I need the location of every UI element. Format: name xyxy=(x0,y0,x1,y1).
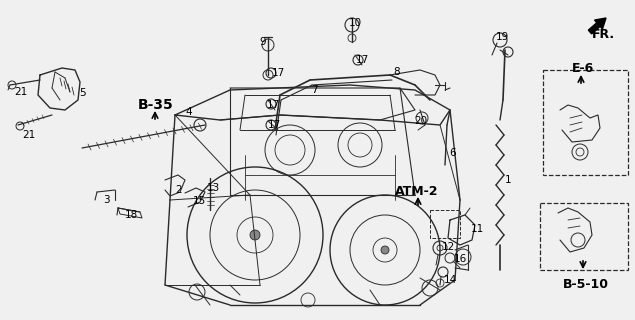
Text: ATM-2: ATM-2 xyxy=(395,185,439,198)
Text: 17: 17 xyxy=(268,120,281,130)
Circle shape xyxy=(381,246,389,254)
Text: 7: 7 xyxy=(311,85,318,95)
Text: 15: 15 xyxy=(193,196,206,206)
Text: 8: 8 xyxy=(393,67,399,77)
Text: B-35: B-35 xyxy=(138,98,174,112)
Text: 2: 2 xyxy=(175,185,182,195)
Text: 5: 5 xyxy=(79,88,86,98)
Text: 17: 17 xyxy=(272,68,285,78)
Text: 12: 12 xyxy=(442,242,455,252)
Text: 14: 14 xyxy=(444,275,457,285)
Text: 21: 21 xyxy=(14,87,27,97)
Text: 16: 16 xyxy=(454,254,467,264)
Text: 21: 21 xyxy=(22,130,36,140)
Text: 17: 17 xyxy=(356,55,369,65)
Bar xyxy=(430,210,460,238)
Text: FR.: FR. xyxy=(592,28,615,41)
Circle shape xyxy=(250,230,260,240)
Bar xyxy=(543,70,628,175)
Text: 9: 9 xyxy=(259,37,265,47)
Bar xyxy=(540,203,628,270)
Text: 13: 13 xyxy=(207,183,220,193)
Text: 19: 19 xyxy=(496,32,509,42)
Text: 3: 3 xyxy=(103,195,110,205)
Text: 20: 20 xyxy=(414,116,427,126)
Text: 18: 18 xyxy=(125,210,138,220)
Text: E-6: E-6 xyxy=(572,62,594,75)
Text: 1: 1 xyxy=(505,175,512,185)
Text: 11: 11 xyxy=(471,224,485,234)
FancyArrow shape xyxy=(589,18,606,34)
Text: 17: 17 xyxy=(267,100,280,110)
Text: 10: 10 xyxy=(349,18,362,28)
Text: 4: 4 xyxy=(185,107,192,117)
Text: 6: 6 xyxy=(449,148,456,158)
Text: B-5-10: B-5-10 xyxy=(563,278,609,291)
